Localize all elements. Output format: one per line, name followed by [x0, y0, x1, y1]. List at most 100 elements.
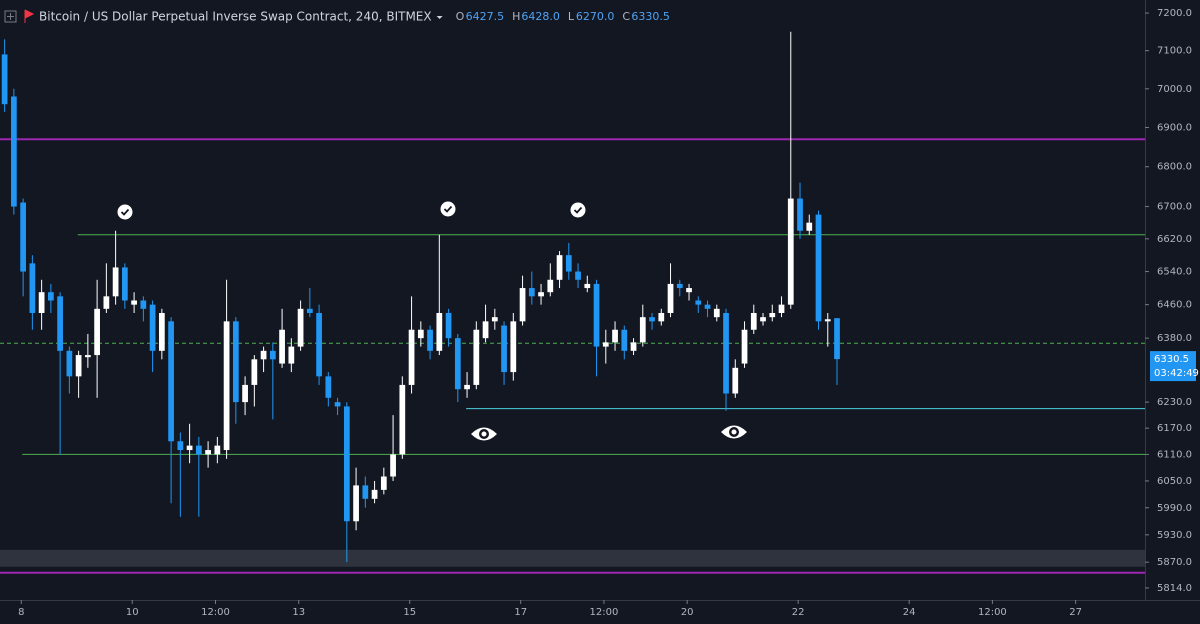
- candle-body: [140, 300, 147, 309]
- candle-body: [723, 312, 729, 394]
- legend-value: 6428.0: [521, 10, 560, 23]
- candle-body: [769, 312, 776, 318]
- legend-value: 6427.5: [466, 10, 505, 23]
- candle-body: [427, 329, 433, 351]
- candle-body: [371, 489, 378, 499]
- y-tick-label: 6620.0: [1157, 234, 1192, 245]
- y-tick-label: 5814.0: [1157, 583, 1192, 594]
- candle-body: [556, 255, 563, 280]
- candle-body: [547, 279, 554, 293]
- x-tick-label: 10: [126, 607, 139, 618]
- candle-body: [251, 359, 258, 385]
- dropdown-caret[interactable]: [436, 16, 443, 19]
- candle-body: [584, 283, 591, 289]
- candle-body: [436, 312, 443, 351]
- x-tick-label: 12:00: [978, 607, 1007, 618]
- y-tick-label: 7000.0: [1157, 84, 1192, 95]
- candle-body: [168, 321, 174, 442]
- eye-icon: [471, 427, 497, 441]
- candle-body: [306, 308, 313, 313]
- candle-body: [704, 304, 711, 309]
- price-tag-countdown: 03:42:49: [1154, 368, 1199, 379]
- y-tick-label: 6540.0: [1157, 267, 1192, 278]
- candle-body: [362, 485, 369, 499]
- candle-body: [473, 329, 480, 385]
- candle-body: [297, 308, 304, 347]
- legend-value: 6330.5: [631, 10, 670, 23]
- y-tick-label: 6170.0: [1157, 423, 1192, 434]
- x-tick-label: 24: [903, 607, 916, 618]
- x-tick-label: 12:00: [590, 607, 619, 618]
- candle-body: [399, 384, 406, 455]
- candle-body: [158, 312, 165, 351]
- y-tick-label: 5870.0: [1157, 557, 1192, 568]
- candle-body: [1, 54, 8, 105]
- legend-value: 6270.0: [576, 10, 615, 23]
- candle-body: [741, 329, 748, 364]
- x-tick-label: 17: [514, 607, 527, 618]
- chart-title[interactable]: Bitcoin / US Dollar Perpetual Inverse Sw…: [39, 10, 432, 24]
- candle-body: [75, 355, 82, 377]
- check-icon: [117, 204, 133, 220]
- candle-body: [149, 304, 156, 351]
- candle-body: [38, 292, 45, 313]
- candle-body: [519, 288, 526, 322]
- candle-body: [538, 292, 544, 297]
- candle-body: [658, 312, 665, 322]
- candle-body: [639, 317, 646, 343]
- candle-body: [686, 288, 692, 293]
- y-tick-label: 6800.0: [1157, 162, 1192, 173]
- x-tick-label: 15: [403, 607, 416, 618]
- candle-body: [48, 292, 54, 301]
- candle-body: [177, 441, 184, 451]
- candle-body: [408, 329, 415, 385]
- candle-body: [103, 296, 110, 309]
- candle-body: [630, 342, 637, 351]
- candle-body: [214, 445, 221, 455]
- y-tick-label: 5930.0: [1157, 530, 1192, 541]
- candle-body: [195, 445, 202, 455]
- candle-body: [417, 329, 424, 339]
- candle-body: [343, 406, 350, 522]
- candle-body: [269, 350, 276, 360]
- candle-body: [223, 321, 230, 451]
- x-tick-label: 8: [18, 607, 24, 618]
- candle-body: [279, 329, 285, 364]
- candle-body: [334, 402, 341, 407]
- candle-body: [602, 342, 609, 347]
- y-tick-label: 6700.0: [1157, 202, 1192, 213]
- legend-key: O: [456, 10, 465, 23]
- y-tick-label: 6050.0: [1157, 476, 1192, 487]
- candle-body: [824, 319, 831, 322]
- candle-body: [94, 308, 100, 356]
- candle-body: [390, 454, 396, 477]
- expand-icon[interactable]: [4, 10, 17, 23]
- candle-body: [131, 300, 137, 305]
- candle-body: [528, 288, 535, 297]
- candle-body: [288, 346, 295, 364]
- price-tag-price: 6330.5: [1154, 354, 1189, 365]
- legend-key: C: [622, 10, 630, 23]
- candle-body: [667, 283, 674, 313]
- candle-body: [20, 202, 26, 272]
- candle-body: [676, 283, 683, 289]
- candle-body: [621, 329, 628, 351]
- candle-body: [380, 476, 387, 490]
- price-band: [0, 549, 1145, 567]
- candle-body: [695, 300, 702, 305]
- y-tick-label: 6460.0: [1157, 300, 1192, 311]
- candle-body: [510, 321, 517, 373]
- candle-body: [325, 376, 332, 398]
- y-tick-label: 6900.0: [1157, 122, 1192, 133]
- candle-body: [84, 355, 91, 358]
- eye-icon: [721, 425, 747, 439]
- x-tick-label: 13: [292, 607, 305, 618]
- candle-body: [491, 317, 498, 322]
- candle-body: [649, 317, 655, 322]
- y-tick-label: 6230.0: [1157, 397, 1192, 408]
- candle-body: [787, 198, 794, 305]
- candle-body: [316, 312, 322, 377]
- candle-body: [66, 350, 73, 377]
